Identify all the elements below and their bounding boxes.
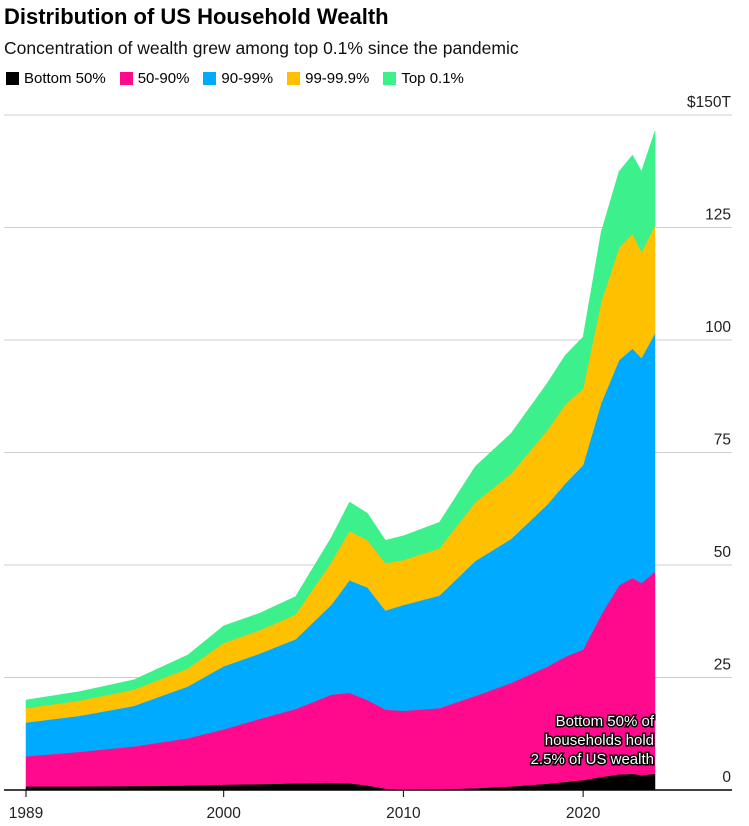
legend-label-99-99-9: 99-99.9% — [305, 70, 370, 87]
x-tick-label-2000: 2000 — [206, 805, 241, 822]
y-tick-label-25: 25 — [714, 657, 731, 674]
x-axis-ticks: 1989 2000 2010 2020 — [9, 790, 601, 822]
y-tick-label-75: 75 — [714, 432, 731, 449]
y-tick-label-50: 50 — [714, 544, 732, 561]
y-tick-label-125: 125 — [705, 207, 731, 224]
legend-swatch-bottom-50 — [6, 72, 19, 85]
y-tick-label-150: $150T — [687, 94, 731, 111]
legend-swatch-top-0-1 — [383, 72, 397, 85]
annotation-line-2: households hold — [545, 732, 654, 749]
y-tick-label-0: 0 — [722, 769, 731, 786]
x-tick-label-1989: 1989 — [9, 805, 43, 822]
legend-swatch-90-99 — [203, 72, 217, 85]
legend-item-50-90: 50-90% — [119, 70, 190, 87]
legend-swatch-99-99-9 — [287, 72, 301, 85]
chart-subtitle: Concentration of wealth grew among top 0… — [4, 38, 519, 58]
x-tick-label-2010: 2010 — [386, 805, 421, 822]
legend: Bottom 50% 50-90% 90-99% 99-99.9% Top 0.… — [6, 70, 478, 87]
y-tick-label-100: 100 — [705, 319, 731, 336]
annotation-line-1: Bottom 50% of — [556, 713, 655, 730]
legend-swatch-50-90 — [119, 72, 133, 85]
legend-item-bottom-50: Bottom 50% — [6, 70, 106, 87]
x-tick-label-2020: 2020 — [566, 805, 601, 822]
annotation-line-3: 2.5% of US wealth — [531, 751, 654, 768]
legend-label-90-99: 90-99% — [221, 70, 274, 87]
chart-title: Distribution of US Household Wealth — [4, 4, 389, 29]
legend-item-90-99: 90-99% — [203, 70, 273, 87]
legend-label-50-90: 50-90% — [137, 70, 190, 87]
stacked-areas — [25, 130, 656, 791]
legend-label-top-0-1: Top 0.1% — [401, 70, 464, 87]
area-series-top-0-1- — [25, 130, 656, 709]
legend-item-top-0-1: Top 0.1% — [383, 70, 464, 87]
legend-label-bottom-50: Bottom 50% — [24, 70, 106, 87]
legend-item-99-99-9: 99-99.9% — [287, 70, 369, 87]
y-axis-ticks: 0 25 50 75 100 125 $150T — [687, 94, 731, 786]
